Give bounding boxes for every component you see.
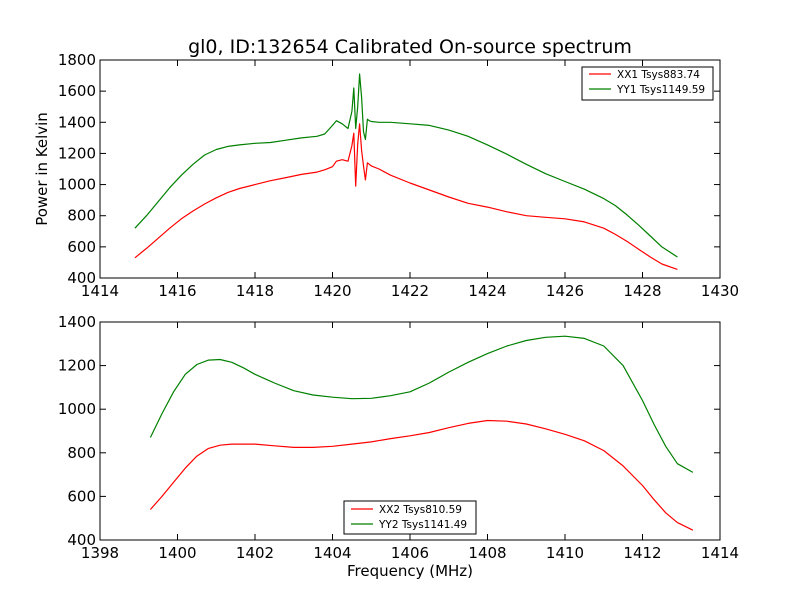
x-tick-label: 1408 xyxy=(468,544,506,562)
series-line-0-1 xyxy=(134,73,678,258)
y-tick-label: 400 xyxy=(67,269,96,287)
x-tick-label: 1414 xyxy=(701,544,739,562)
top-chart-panel: gl0, ID:132654 Calibrated On-source spec… xyxy=(33,36,739,300)
bottom-legend: XX2 Tsys810.59 YY2 Tsys1141.49 xyxy=(343,500,477,535)
top-plot-area xyxy=(134,73,678,270)
legend-label-xx1: XX1 Tsys883.74 xyxy=(617,69,700,81)
y-tick-label: 800 xyxy=(67,444,96,462)
y-tick-label: 1200 xyxy=(58,357,96,375)
x-tick-label: 1424 xyxy=(468,282,506,300)
x-tick-label: 1418 xyxy=(236,282,274,300)
x-tick-label: 1430 xyxy=(701,282,739,300)
y-axis-label: Power in Kelvin xyxy=(33,112,51,226)
y-tick-label: 600 xyxy=(67,487,96,505)
x-tick-label: 1426 xyxy=(546,282,584,300)
legend-label-xx2: XX2 Tsys810.59 xyxy=(379,504,462,516)
series-line-1-1 xyxy=(149,335,694,473)
top-axis-ticks: 1414 1416 1418 1420 1422 1424 1426 1428 1430 400 6… xyxy=(58,51,739,300)
y-tick-label: 1200 xyxy=(58,144,96,162)
bottom-axis-ticks: 1398 1400 1402 1404 1406 1408 1410 1412 1414 400 6… xyxy=(58,313,739,562)
x-tick-label: 1402 xyxy=(236,544,274,562)
top-legend: XX1 Tsys883.74 YY1 Tsys1149.59 xyxy=(581,66,714,101)
y-tick-label: 1400 xyxy=(58,313,96,331)
y-tick-label: 1600 xyxy=(58,82,96,100)
x-axis-label: Frequency (MHz) xyxy=(347,562,473,580)
x-tick-label: 1428 xyxy=(623,282,661,300)
series-line-1-0 xyxy=(149,419,694,531)
x-tick-label: 1422 xyxy=(391,282,429,300)
x-tick-label: 1400 xyxy=(158,544,196,562)
chart-title: gl0, ID:132654 Calibrated On-source spec… xyxy=(188,36,632,58)
x-tick-label: 1412 xyxy=(623,544,661,562)
top-legend-box xyxy=(581,66,714,101)
legend-label-yy1: YY1 Tsys1149.59 xyxy=(616,84,705,96)
y-tick-label: 1400 xyxy=(58,113,96,131)
x-tick-label: 1416 xyxy=(158,282,196,300)
bottom-legend-box xyxy=(343,500,477,535)
x-tick-label: 1414 xyxy=(81,282,119,300)
y-tick-label: 600 xyxy=(67,238,96,256)
y-tick-label: 1800 xyxy=(58,51,96,69)
bottom-plot-area xyxy=(149,335,694,531)
x-tick-label: 1404 xyxy=(313,544,351,562)
legend-label-yy2: YY2 Tsys1141.49 xyxy=(378,519,467,531)
x-tick-label: 1410 xyxy=(546,544,584,562)
x-tick-label: 1406 xyxy=(391,544,429,562)
y-tick-label: 400 xyxy=(67,531,96,549)
bottom-chart-panel: Frequency (MHz) 1398 1400 1402 1404 1406 1408… xyxy=(58,313,739,580)
y-tick-label: 1000 xyxy=(58,176,96,194)
x-tick-label: 1398 xyxy=(81,544,119,562)
x-tick-label: 1420 xyxy=(313,282,351,300)
series-line-0-0 xyxy=(134,123,678,270)
y-tick-label: 800 xyxy=(67,207,96,225)
y-tick-label: 1000 xyxy=(58,400,96,418)
